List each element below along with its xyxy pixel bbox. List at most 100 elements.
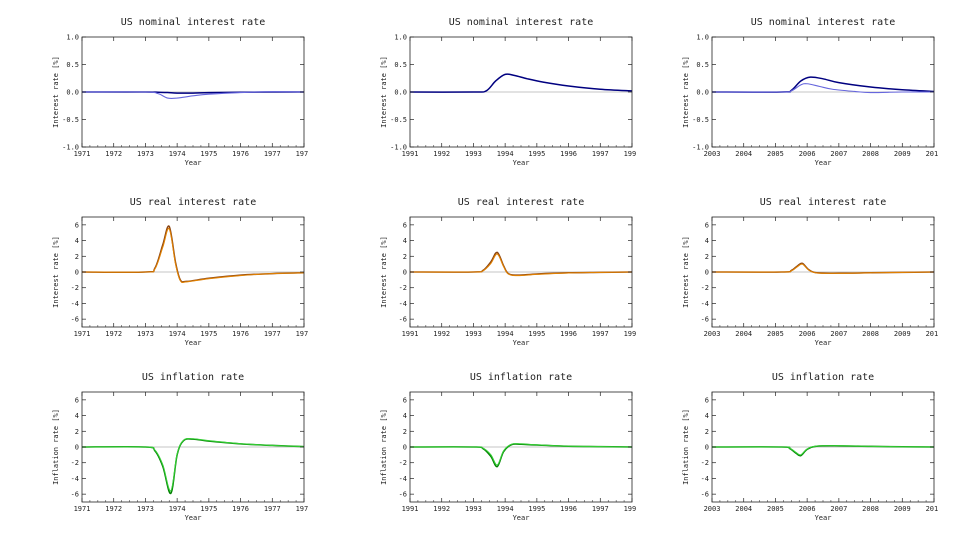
chart-panel-6: US inflation rate 1971 1972 1973 1974 1975 197…: [52, 372, 308, 522]
y-tick-label: 2: [705, 253, 709, 261]
x-tick-label: 1972: [105, 150, 122, 158]
y-tick-label: -2: [399, 459, 407, 467]
y-axis-label: Interest rate [%]: [380, 56, 388, 128]
y-axis-label: Interest rate [%]: [52, 56, 60, 128]
chart-title: US inflation rate: [470, 372, 572, 383]
y-tick-label: -6: [399, 316, 407, 324]
y-tick-label: 6: [705, 396, 709, 404]
x-tick-label: 1976: [232, 330, 249, 338]
x-tick-label: 1993: [465, 150, 482, 158]
series-line-0: [409, 73, 633, 93]
x-tick-label: 1998: [624, 330, 636, 338]
x-axis-label: Year: [815, 339, 832, 347]
series-line-1: [81, 227, 305, 284]
y-tick-label: -0.5: [692, 116, 709, 124]
y-tick-label: -4: [71, 300, 79, 308]
y-tick-label: -4: [399, 475, 407, 483]
x-tick-label: 1996: [560, 150, 577, 158]
x-tick-label: 2008: [862, 150, 879, 158]
y-tick-label: -4: [701, 475, 709, 483]
chart-panel-1: US nominal interest rate 1991 1992 1993 1994…: [380, 17, 636, 167]
x-tick-label: 1992: [433, 150, 450, 158]
y-axis-label: Inflation rate [%]: [52, 409, 60, 485]
y-tick-label: 2: [75, 253, 79, 261]
x-tick-label: 1992: [433, 505, 450, 513]
chart-title: US real interest rate: [458, 197, 584, 208]
y-tick-label: -0.5: [62, 116, 79, 124]
x-tick-label: 1976: [232, 150, 249, 158]
chart-title: US real interest rate: [130, 197, 256, 208]
series-line-0: [711, 76, 935, 93]
x-axis-label: Year: [513, 514, 530, 522]
x-tick-label: 2003: [704, 150, 721, 158]
x-axis-label: Year: [513, 159, 530, 167]
x-tick-label: 1972: [105, 330, 122, 338]
x-tick-label: 1993: [465, 330, 482, 338]
y-tick-label: -2: [701, 284, 709, 292]
y-tick-label: 6: [403, 396, 407, 404]
x-tick-label: 1995: [528, 150, 545, 158]
y-tick-label: 2: [705, 428, 709, 436]
x-tick-label: 1994: [497, 330, 514, 338]
x-tick-label: 1978: [296, 505, 308, 513]
x-tick-label: 1978: [296, 150, 308, 158]
x-tick-label: 1977: [264, 505, 281, 513]
x-tick-label: 2008: [862, 330, 879, 338]
y-tick-label: 6: [705, 221, 709, 229]
y-tick-label: 0: [75, 269, 79, 277]
x-tick-label: 2006: [799, 505, 816, 513]
y-tick-label: 0.5: [66, 61, 79, 69]
x-tick-label: 1993: [465, 505, 482, 513]
x-tick-label: 2004: [735, 150, 752, 158]
y-tick-label: 1.0: [394, 34, 407, 42]
y-axis-label: Interest rate [%]: [682, 56, 690, 128]
y-tick-label: 4: [705, 412, 709, 420]
y-tick-label: 0.0: [394, 89, 407, 97]
y-tick-label: 4: [705, 237, 709, 245]
x-tick-label: 2003: [704, 505, 721, 513]
x-tick-label: 1975: [200, 330, 217, 338]
y-tick-label: 2: [75, 428, 79, 436]
y-tick-label: 4: [75, 412, 79, 420]
y-tick-label: -1.0: [390, 144, 407, 152]
y-axis-label: Inflation rate [%]: [682, 409, 690, 485]
x-tick-label: 2009: [894, 150, 911, 158]
x-tick-label: 2010: [926, 330, 938, 338]
y-tick-label: -2: [701, 459, 709, 467]
series-line-1: [711, 83, 935, 94]
x-tick-label: 2009: [894, 330, 911, 338]
y-tick-label: -1.0: [62, 144, 79, 152]
x-tick-label: 1997: [592, 150, 609, 158]
y-tick-label: -6: [71, 491, 79, 499]
y-tick-label: 6: [75, 221, 79, 229]
x-tick-label: 1992: [433, 330, 450, 338]
x-tick-label: 1971: [74, 505, 91, 513]
chart-panel-0: US nominal interest rate 1971 1972 1973 1974…: [52, 17, 308, 167]
y-tick-label: 2: [403, 428, 407, 436]
x-tick-label: 1976: [232, 505, 249, 513]
y-tick-label: -2: [399, 284, 407, 292]
chart-panel-5: US real interest rate 2003 2004 2005 2006 200…: [682, 197, 938, 347]
y-tick-label: 6: [403, 221, 407, 229]
x-tick-label: 2006: [799, 330, 816, 338]
x-tick-label: 2010: [926, 150, 938, 158]
x-tick-label: 1973: [137, 505, 154, 513]
y-tick-label: -6: [71, 316, 79, 324]
x-tick-label: 1971: [74, 150, 91, 158]
x-tick-label: 2010: [926, 505, 938, 513]
x-tick-label: 2009: [894, 505, 911, 513]
x-tick-label: 1975: [200, 150, 217, 158]
x-tick-label: 1975: [200, 505, 217, 513]
y-tick-label: -1.0: [692, 144, 709, 152]
y-tick-label: 0.0: [696, 89, 709, 97]
x-tick-label: 1997: [592, 505, 609, 513]
chart-title: US inflation rate: [142, 372, 244, 383]
chart-title: US nominal interest rate: [449, 17, 594, 28]
x-tick-label: 1994: [497, 505, 514, 513]
x-tick-label: 2004: [735, 505, 752, 513]
chart-title: US nominal interest rate: [751, 17, 896, 28]
y-tick-label: 0: [403, 269, 407, 277]
x-tick-label: 1998: [624, 505, 636, 513]
series-line-1: [409, 443, 633, 466]
